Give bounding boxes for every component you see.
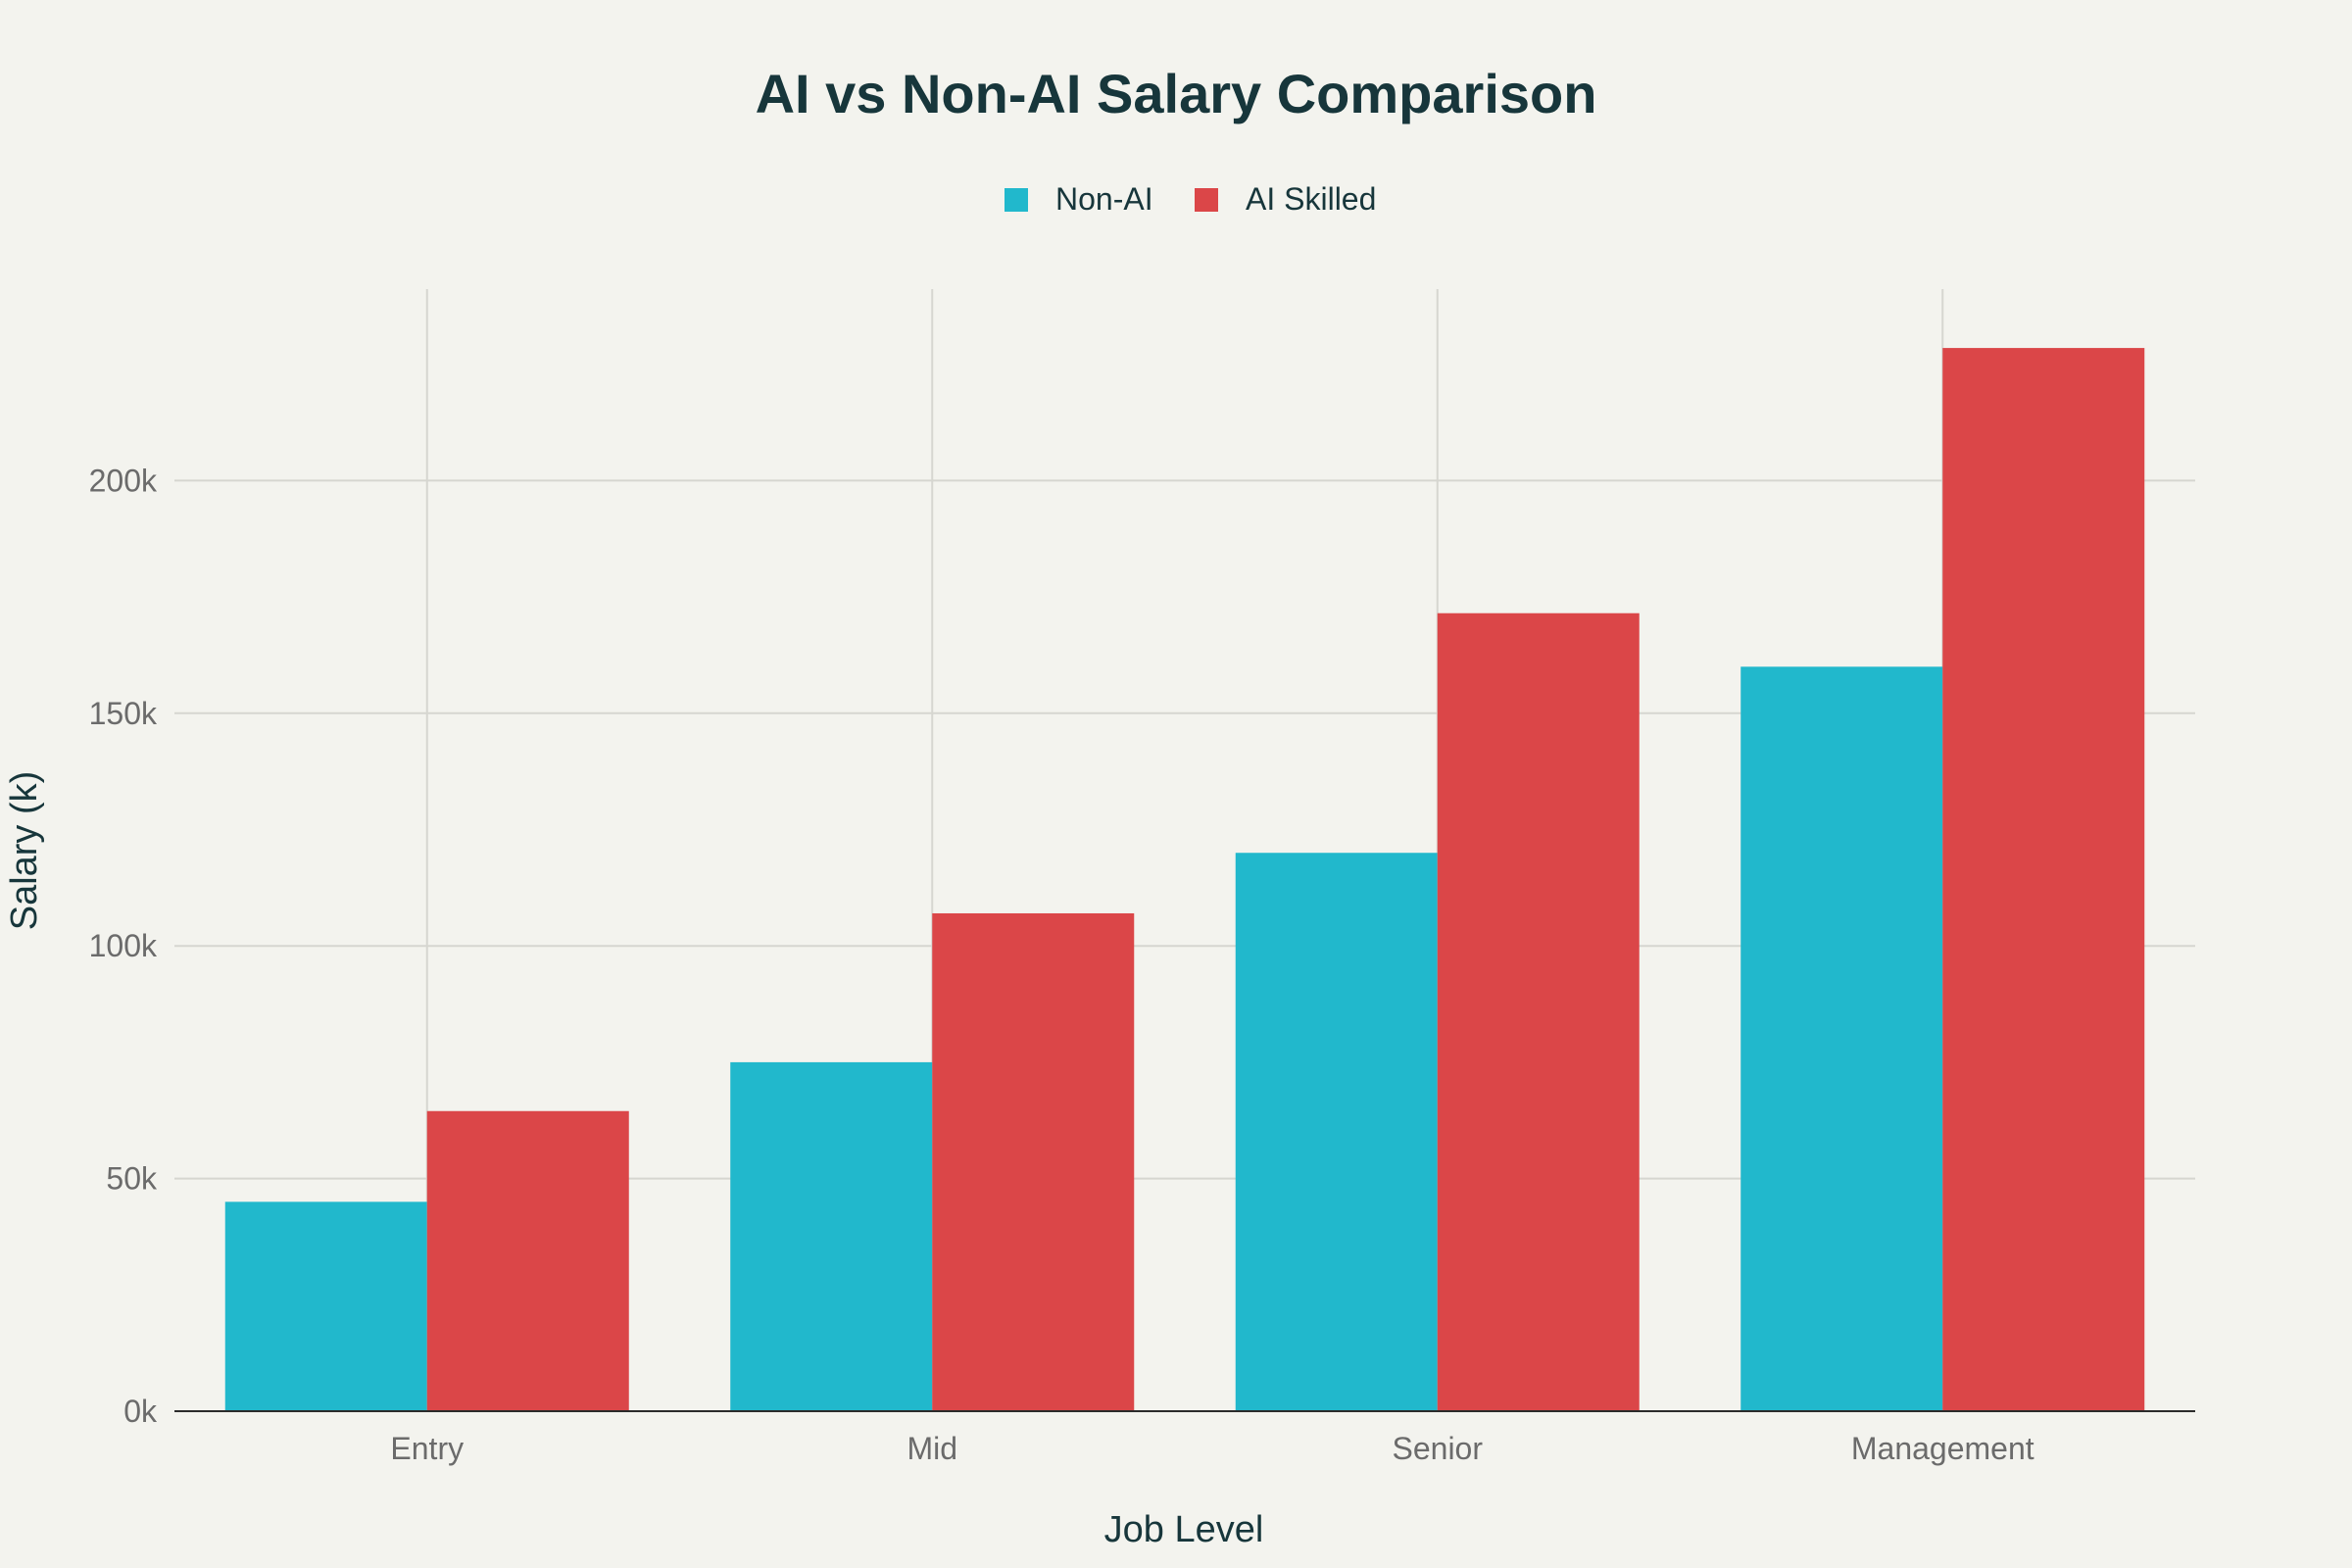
y-tick-label: 200k: [89, 463, 158, 498]
bar-non-ai-senior: [1235, 853, 1438, 1411]
bar-non-ai-entry: [224, 1201, 427, 1411]
legend-swatch-ai-skilled: [1195, 188, 1218, 212]
y-tick-label: 0k: [123, 1394, 158, 1429]
x-tick-label: Mid: [906, 1431, 957, 1466]
bar-ai-skilled-entry: [426, 1110, 629, 1411]
bar-ai-skilled-senior: [1437, 612, 1640, 1411]
x-tick-label: Management: [1851, 1431, 2034, 1466]
y-tick-label: 100k: [89, 928, 158, 963]
x-tick-label: Senior: [1393, 1431, 1484, 1466]
bars: [224, 348, 2145, 1411]
chart-title: AI vs Non-AI Salary Comparison: [756, 63, 1597, 124]
bar-ai-skilled-management: [1942, 348, 2145, 1411]
y-axis-title: Salary (k): [4, 771, 45, 931]
bar-non-ai-mid: [730, 1061, 933, 1411]
legend-label-ai-skilled: AI Skilled: [1246, 181, 1376, 217]
y-tick-label: 150k: [89, 696, 158, 731]
x-tick-label: Entry: [390, 1431, 464, 1466]
legend-label-non-ai: Non-AI: [1055, 181, 1153, 217]
x-axis-title: Job Level: [1104, 1509, 1264, 1550]
axes: 0k 50k 100k 150k 200k Entry Mid Senior Managemen…: [89, 463, 2195, 1466]
bar-ai-skilled-mid: [932, 912, 1135, 1411]
bar-non-ai-management: [1740, 666, 1943, 1411]
y-tick-label: 50k: [106, 1161, 158, 1197]
legend: Non-AI AI Skilled: [1004, 181, 1376, 217]
legend-swatch-non-ai: [1004, 188, 1028, 212]
